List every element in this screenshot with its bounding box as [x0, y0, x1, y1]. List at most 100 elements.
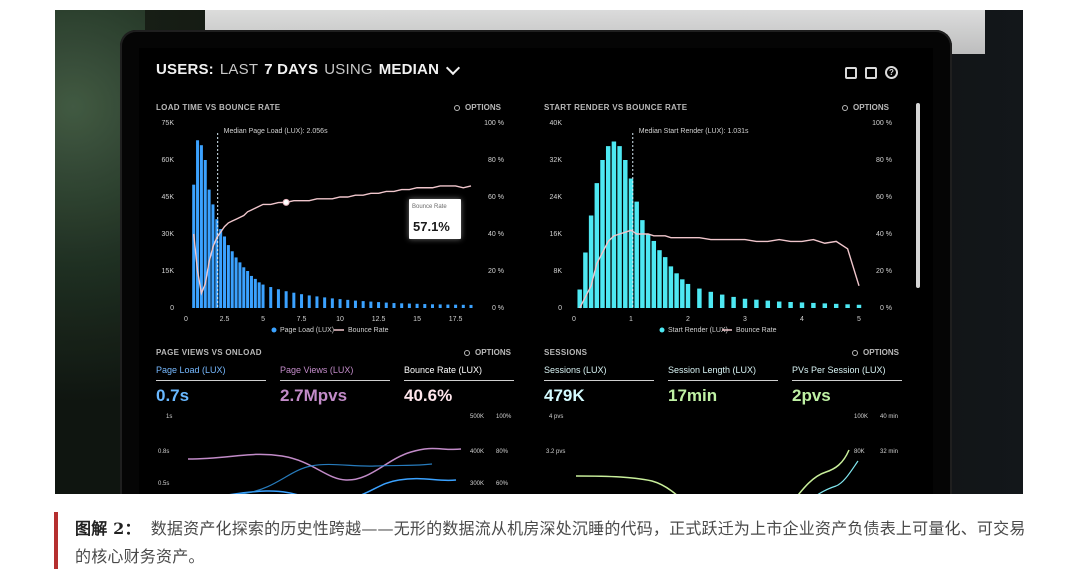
chart-bar	[369, 301, 373, 308]
bounce-rate-tooltip: Bounce Rate 57.1%	[409, 199, 461, 239]
x-tick-label: 15	[413, 316, 421, 323]
page-views-axis-right-1a: 500K	[470, 414, 485, 420]
chart-bar	[577, 289, 582, 308]
chart-bar	[261, 284, 265, 308]
start-render-options[interactable]: OPTIONS	[841, 103, 889, 112]
load-time-panel: LOAD TIME VS BOUNCE RATE OPTIONS 0 15K 30K…	[156, 103, 504, 334]
dashboard-title[interactable]: USERS: LAST 7 DAYS USING MEDIAN	[156, 60, 461, 78]
sessions-axis-right-1b: 80K	[854, 449, 865, 455]
chart-bar	[219, 229, 223, 308]
x-tick-label: 5	[261, 316, 265, 323]
chart-bar	[384, 302, 388, 308]
chart-bar	[640, 220, 645, 308]
chart-bar	[623, 160, 628, 308]
chart-bar	[192, 184, 196, 308]
chart-bar	[392, 303, 396, 308]
chart-bar	[788, 301, 793, 308]
caption-label: 图解 2：	[75, 519, 141, 538]
page-load-stat-label: Page Load (LUX)	[156, 365, 266, 381]
chart-bar	[628, 178, 634, 308]
chart-bar	[400, 303, 404, 308]
legend-bar-label: Page Load (LUX)	[280, 327, 334, 334]
chart-bar	[323, 297, 327, 308]
chart-bar	[600, 160, 605, 308]
y-tick-label: 60K	[162, 157, 175, 164]
chart-bar	[634, 201, 639, 308]
sessions-stat-value: 479K	[544, 386, 585, 405]
legend-bar-marker	[659, 327, 665, 333]
chart-bar	[833, 303, 839, 308]
tooltip-title: Bounce Rate	[412, 204, 447, 210]
page-views-stat-value: 2.7Mpvs	[280, 386, 348, 405]
caption-text: 数据资产化探索的历史性跨越——无形的数据流从机房深处沉睡的代码，正式跃迁为上市企…	[75, 519, 1026, 566]
chart-bar	[315, 296, 319, 308]
load-time-chart: 0 15K 30K 45K 60K 75K 0 % 20 % 40 % 60 % 80 % 100 %…	[162, 120, 504, 334]
chart-bar	[446, 304, 450, 308]
page-views-axis-right-1c: 300K	[470, 481, 485, 487]
sessions-axis-right-2a: 40 min	[880, 414, 899, 420]
chart-bar	[377, 302, 381, 308]
y-tick-label: 45K	[162, 194, 175, 201]
y2-tick-label: 20 %	[876, 268, 892, 275]
chart-bar	[822, 303, 828, 308]
chevron-down-icon[interactable]	[446, 60, 461, 76]
bounce-rate-line	[193, 185, 472, 296]
chart-bar	[415, 303, 419, 308]
chart-bar	[662, 257, 668, 308]
x-tick-label: 5	[857, 316, 861, 323]
x-tick-label: 17.5	[449, 316, 463, 323]
page-views-axis-left-2: 0.8s	[158, 449, 170, 455]
chart-bar	[257, 282, 261, 308]
y2-tick-label: 40 %	[488, 231, 504, 238]
gear-icon	[851, 349, 858, 356]
page-views-axis-left-3: 0.5s	[158, 481, 170, 487]
chart-bar	[361, 301, 365, 308]
sessions-options[interactable]: OPTIONS	[851, 348, 899, 357]
y2-tick-label: 60 %	[876, 194, 892, 201]
y2-tick-label: 100 %	[484, 120, 504, 127]
y2-tick-label: 100 %	[872, 120, 892, 127]
help-icon[interactable]: ?	[885, 66, 898, 79]
dashboard-photo: USERS: LAST 7 DAYS USING MEDIAN ? LOAD T…	[55, 10, 1023, 494]
chart-bar	[461, 304, 465, 308]
legend-line-label: Bounce Rate	[736, 327, 777, 334]
y2-tick-label: 20 %	[488, 268, 504, 275]
tooltip-dot	[282, 198, 290, 206]
sessions-line	[817, 460, 859, 494]
y-tick-label: 40K	[550, 120, 563, 127]
secondary-line	[237, 463, 433, 494]
share-icon[interactable]	[865, 66, 877, 79]
chart-bar	[645, 234, 651, 308]
chart-bar	[430, 304, 434, 308]
load-time-options[interactable]: OPTIONS	[453, 103, 501, 112]
y2-tick-label: 80 %	[876, 157, 892, 164]
load-time-options-label: OPTIONS	[464, 103, 501, 112]
chart-bar	[674, 273, 679, 308]
session-length-line	[575, 475, 677, 494]
dashboard-screen: USERS: LAST 7 DAYS USING MEDIAN ? LOAD T…	[139, 48, 933, 494]
sessions-sparkline	[575, 449, 859, 494]
sessions-axis-right-1a: 100K	[854, 414, 869, 420]
chart-bar	[731, 296, 736, 308]
dashboard-title-users: USERS:	[156, 61, 214, 78]
chart-bar	[469, 304, 473, 308]
sessions-axis-left-1: 4 pvs	[549, 414, 564, 420]
chart-bar	[719, 294, 725, 308]
chart-bar	[269, 287, 273, 308]
chart-bar	[617, 146, 622, 308]
monitor-icon[interactable]	[845, 66, 857, 79]
x-tick-label: 2	[686, 316, 690, 323]
figure-caption: 图解 2： 数据资产化探索的历史性跨越——无形的数据流从机房深处沉睡的代码，正式跃…	[54, 512, 1034, 570]
page-views-panel-title: PAGE VIEWS VS ONLOAD	[156, 348, 262, 357]
y-tick-label: 0	[170, 305, 174, 312]
y2-tick-label: 0 %	[492, 305, 504, 312]
bounce-rate-line	[579, 229, 860, 309]
chart-bar	[605, 146, 611, 308]
y-tick-label: 24K	[550, 194, 563, 201]
dashboard-title-metric: MEDIAN	[378, 61, 440, 78]
page-views-options[interactable]: OPTIONS	[463, 348, 511, 357]
chart-bar	[657, 250, 662, 308]
page-views-axis-right-2a: 100%	[496, 414, 512, 420]
dashboard-scrollbar[interactable]	[916, 103, 920, 288]
chart-bar	[230, 251, 234, 308]
